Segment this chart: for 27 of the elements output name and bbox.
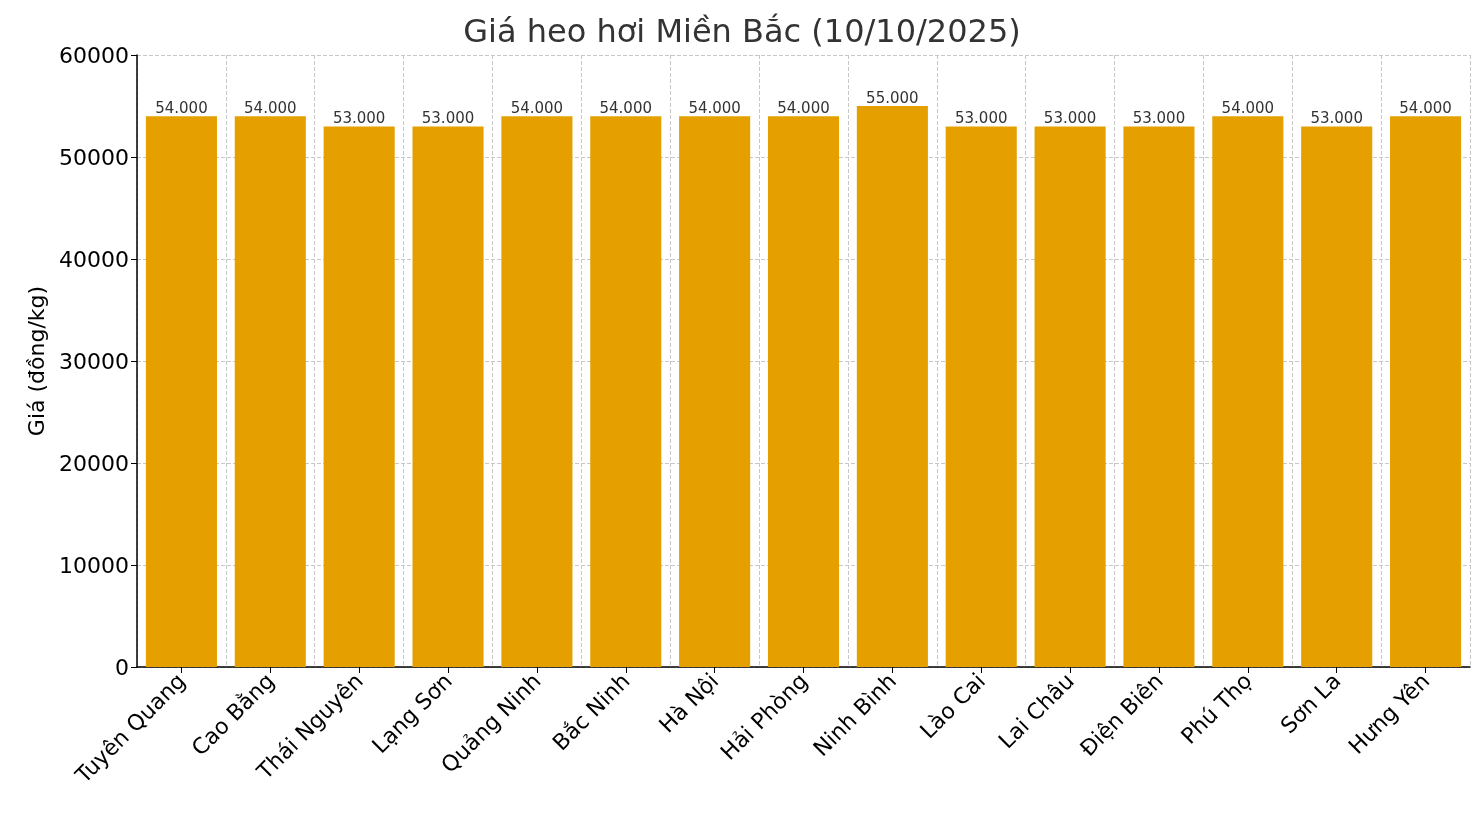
data-label: 54.000	[1221, 98, 1275, 117]
data-label: 53.000	[332, 108, 386, 127]
y-tick-label: 30000	[59, 348, 129, 374]
data-label: 54.000	[244, 98, 297, 117]
data-label: 53.000	[1043, 108, 1097, 127]
x-tick-label: Sơn La	[1275, 668, 1346, 739]
data-label: 54.000	[510, 98, 564, 117]
data-label: 54.000	[1399, 98, 1452, 117]
y-tick-label: 50000	[59, 144, 129, 170]
y-axis-title: Giá (đồng/kg)	[23, 285, 49, 437]
y-tick-label: 60000	[59, 42, 129, 68]
chart-title: Giá heo hơi Miền Bắc (10/10/2025)	[463, 12, 1021, 50]
x-tick-label: Hà Nội	[654, 668, 724, 738]
x-tick-label: Lào Cai	[915, 668, 991, 744]
y-tick-label: 40000	[59, 246, 129, 272]
data-label: 54.000	[688, 98, 741, 117]
data-label: 53.000	[954, 108, 1008, 127]
data-label: 53.000	[421, 108, 475, 127]
y-tick-label: 10000	[59, 552, 129, 578]
data-label: 54.000	[155, 98, 208, 117]
y-tick-label: 20000	[59, 450, 129, 476]
data-label: 54.000	[777, 98, 830, 117]
data-label: 55.000	[866, 88, 919, 107]
data-label: 54.000	[599, 98, 653, 117]
data-label: 53.000	[1132, 108, 1186, 127]
y-tick-label: 0	[115, 654, 129, 680]
data-label: 53.000	[1310, 108, 1363, 127]
